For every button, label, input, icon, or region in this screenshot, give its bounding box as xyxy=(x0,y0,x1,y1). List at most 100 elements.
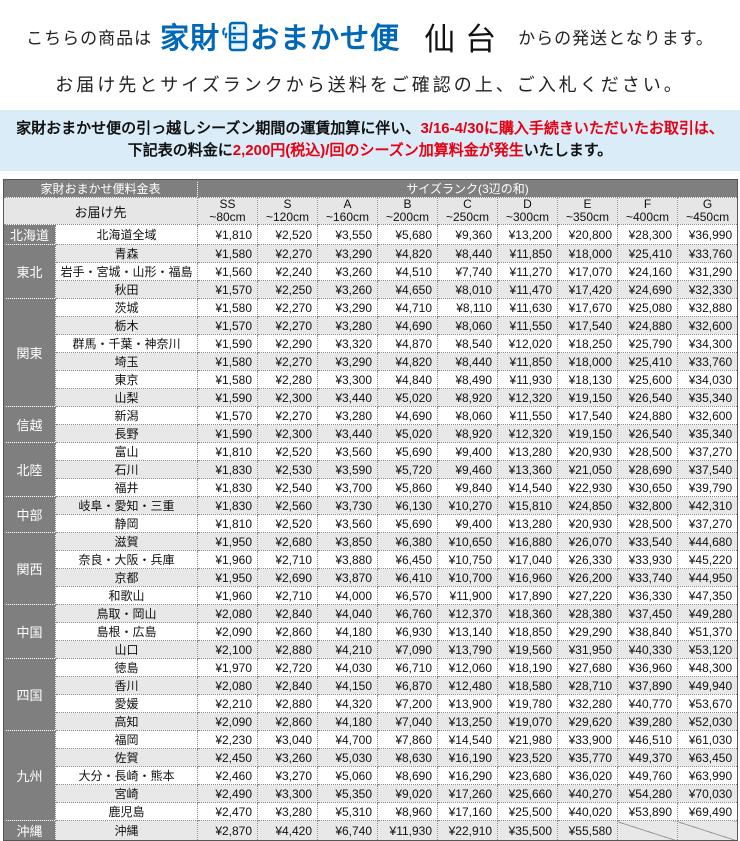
price-cell: ¥6,410 xyxy=(377,568,439,587)
price-cell: ¥9,840 xyxy=(437,478,499,497)
price-cell: ¥4,210 xyxy=(317,640,379,659)
price-cell: ¥9,400 xyxy=(437,442,499,461)
price-cell: ¥4,000 xyxy=(317,586,379,605)
price-cell: ¥4,040 xyxy=(317,604,379,623)
price-cell: ¥2,880 xyxy=(257,640,319,659)
price-cell: ¥2,680 xyxy=(257,532,319,551)
price-cell: ¥32,280 xyxy=(557,694,619,713)
price-cell: ¥4,700 xyxy=(317,730,379,749)
price-cell: ¥10,650 xyxy=(437,532,499,551)
not-available-cell xyxy=(617,820,679,841)
price-cell: ¥25,600 xyxy=(617,370,679,389)
price-cell: ¥44,680 xyxy=(677,532,739,551)
size-rank-header: B ~200cm xyxy=(377,197,439,225)
price-cell: ¥10,270 xyxy=(437,496,499,515)
price-cell: ¥25,660 xyxy=(497,784,559,803)
price-cell: ¥1,810 xyxy=(197,514,259,533)
price-cell: ¥3,440 xyxy=(317,424,379,443)
price-cell: ¥18,360 xyxy=(497,604,559,623)
price-cell: ¥45,220 xyxy=(677,550,739,569)
price-cell: ¥3,560 xyxy=(317,514,379,533)
region-cell: 中部 xyxy=(3,496,56,533)
product-prefix-text: こちらの商品は xyxy=(26,28,153,48)
price-cell: ¥20,930 xyxy=(557,442,619,461)
price-cell: ¥5,310 xyxy=(317,802,379,821)
table-row: 宮崎 ¥2,490 ¥3,300 ¥5,350 ¥9,020 ¥17,260 ¥25,660… xyxy=(4,784,739,803)
logo-text-kazai: 家財 xyxy=(160,23,221,55)
price-cell: ¥46,510 xyxy=(617,730,679,749)
price-cell: ¥1,580 xyxy=(197,352,259,371)
price-cell: ¥70,030 xyxy=(677,784,739,803)
region-cell: 関西 xyxy=(3,532,56,605)
price-cell: ¥22,930 xyxy=(557,478,619,497)
price-cell: ¥8,440 xyxy=(437,352,499,371)
region-cell: 中国 xyxy=(3,604,56,659)
table-row: 群馬・千葉・神奈川 ¥1,590 ¥2,290 ¥3,320 ¥4,870 ¥8,540 ¥… xyxy=(4,334,739,353)
price-cell: ¥35,500 xyxy=(497,820,559,841)
notice-line2-red: 2,200円(税込)/回のシーズン加算料金が発生 xyxy=(232,142,524,159)
price-cell: ¥9,020 xyxy=(377,784,439,803)
price-cell: ¥33,760 xyxy=(677,352,739,371)
price-cell: ¥34,030 xyxy=(677,370,739,389)
shipping-origin-line: こちらの商品は 家財 おまかせ便 仙台 からの発送となります。 xyxy=(0,10,740,62)
price-cell: ¥39,790 xyxy=(677,478,739,497)
destination-cell: 和歌山 xyxy=(54,586,199,605)
price-cell: ¥6,870 xyxy=(377,676,439,695)
price-cell: ¥26,200 xyxy=(557,568,619,587)
price-cell: ¥32,600 xyxy=(677,316,739,335)
price-cell: ¥69,490 xyxy=(677,802,739,821)
price-cell: ¥31,950 xyxy=(557,640,619,659)
price-cell: ¥2,710 xyxy=(257,586,319,605)
price-cell: ¥18,000 xyxy=(557,352,619,371)
price-cell: ¥4,180 xyxy=(317,712,379,731)
table-row: 山梨 ¥1,590 ¥2,300 ¥3,440 ¥5,020 ¥8,920 ¥12,320 ¥… xyxy=(4,388,739,407)
price-cell: ¥37,450 xyxy=(617,604,679,623)
shipping-origin: 仙台 xyxy=(424,21,507,57)
price-cell: ¥5,690 xyxy=(377,514,439,533)
table-row: 奈良・大阪・兵庫 ¥1,960 ¥2,710 ¥3,880 ¥6,450 ¥10,750 ¥… xyxy=(4,550,739,569)
price-cell: ¥18,580 xyxy=(497,676,559,695)
price-cell: ¥5,020 xyxy=(377,424,439,443)
price-cell: ¥26,330 xyxy=(557,550,619,569)
price-cell: ¥3,290 xyxy=(317,352,379,371)
price-cell: ¥37,890 xyxy=(617,676,679,695)
price-cell: ¥13,280 xyxy=(497,442,559,461)
price-cell: ¥6,130 xyxy=(377,496,439,515)
price-cell: ¥25,410 xyxy=(617,244,679,263)
price-cell: ¥1,960 xyxy=(197,586,259,605)
price-cell: ¥4,690 xyxy=(377,406,439,425)
price-cell: ¥36,020 xyxy=(557,766,619,785)
price-cell: ¥33,900 xyxy=(557,730,619,749)
price-cell: ¥11,900 xyxy=(437,586,499,605)
price-cell: ¥4,820 xyxy=(377,352,439,371)
price-cell: ¥2,460 xyxy=(197,766,259,785)
price-cell: ¥23,520 xyxy=(497,748,559,767)
price-cell: ¥17,040 xyxy=(497,550,559,569)
table-row: 石川 ¥1,830 ¥2,530 ¥3,590 ¥5,720 ¥9,460 ¥13,360 ¥… xyxy=(4,460,739,479)
price-cell: ¥34,300 xyxy=(677,334,739,353)
destination-cell: 山梨 xyxy=(54,388,199,407)
price-cell: ¥7,090 xyxy=(377,640,439,659)
price-cell: ¥5,060 xyxy=(317,766,379,785)
price-cell: ¥3,040 xyxy=(257,730,319,749)
price-cell: ¥49,760 xyxy=(617,766,679,785)
price-cell: ¥24,160 xyxy=(617,262,679,281)
price-cell: ¥8,440 xyxy=(437,244,499,263)
price-cell: ¥7,740 xyxy=(437,262,499,281)
price-cell: ¥2,720 xyxy=(257,658,319,677)
price-cell: ¥26,540 xyxy=(617,388,679,407)
destination-cell: 栃木 xyxy=(54,316,199,335)
price-cell: ¥1,570 xyxy=(197,280,259,299)
price-cell: ¥11,550 xyxy=(497,406,559,425)
table-row: 沖縄 沖縄 ¥2,870 ¥4,420 ¥6,740 ¥11,930 ¥22,910 ¥35,… xyxy=(3,820,739,841)
size-rank-header: S ~120cm xyxy=(257,197,319,225)
price-cell: ¥3,560 xyxy=(317,442,379,461)
price-cell: ¥4,510 xyxy=(377,262,439,281)
logo-text-omakase: おまかせ便 xyxy=(250,23,401,55)
price-cell: ¥2,540 xyxy=(257,478,319,497)
price-cell: ¥2,530 xyxy=(257,460,319,479)
table-row: 四国 徳島 ¥1,970 ¥2,720 ¥4,030 ¥6,710 ¥12,060 ¥18,1… xyxy=(3,658,739,731)
shipping-suffix-text: からの発送となります。 xyxy=(518,28,714,48)
price-cell: ¥5,690 xyxy=(377,442,439,461)
price-cell: ¥17,890 xyxy=(497,586,559,605)
